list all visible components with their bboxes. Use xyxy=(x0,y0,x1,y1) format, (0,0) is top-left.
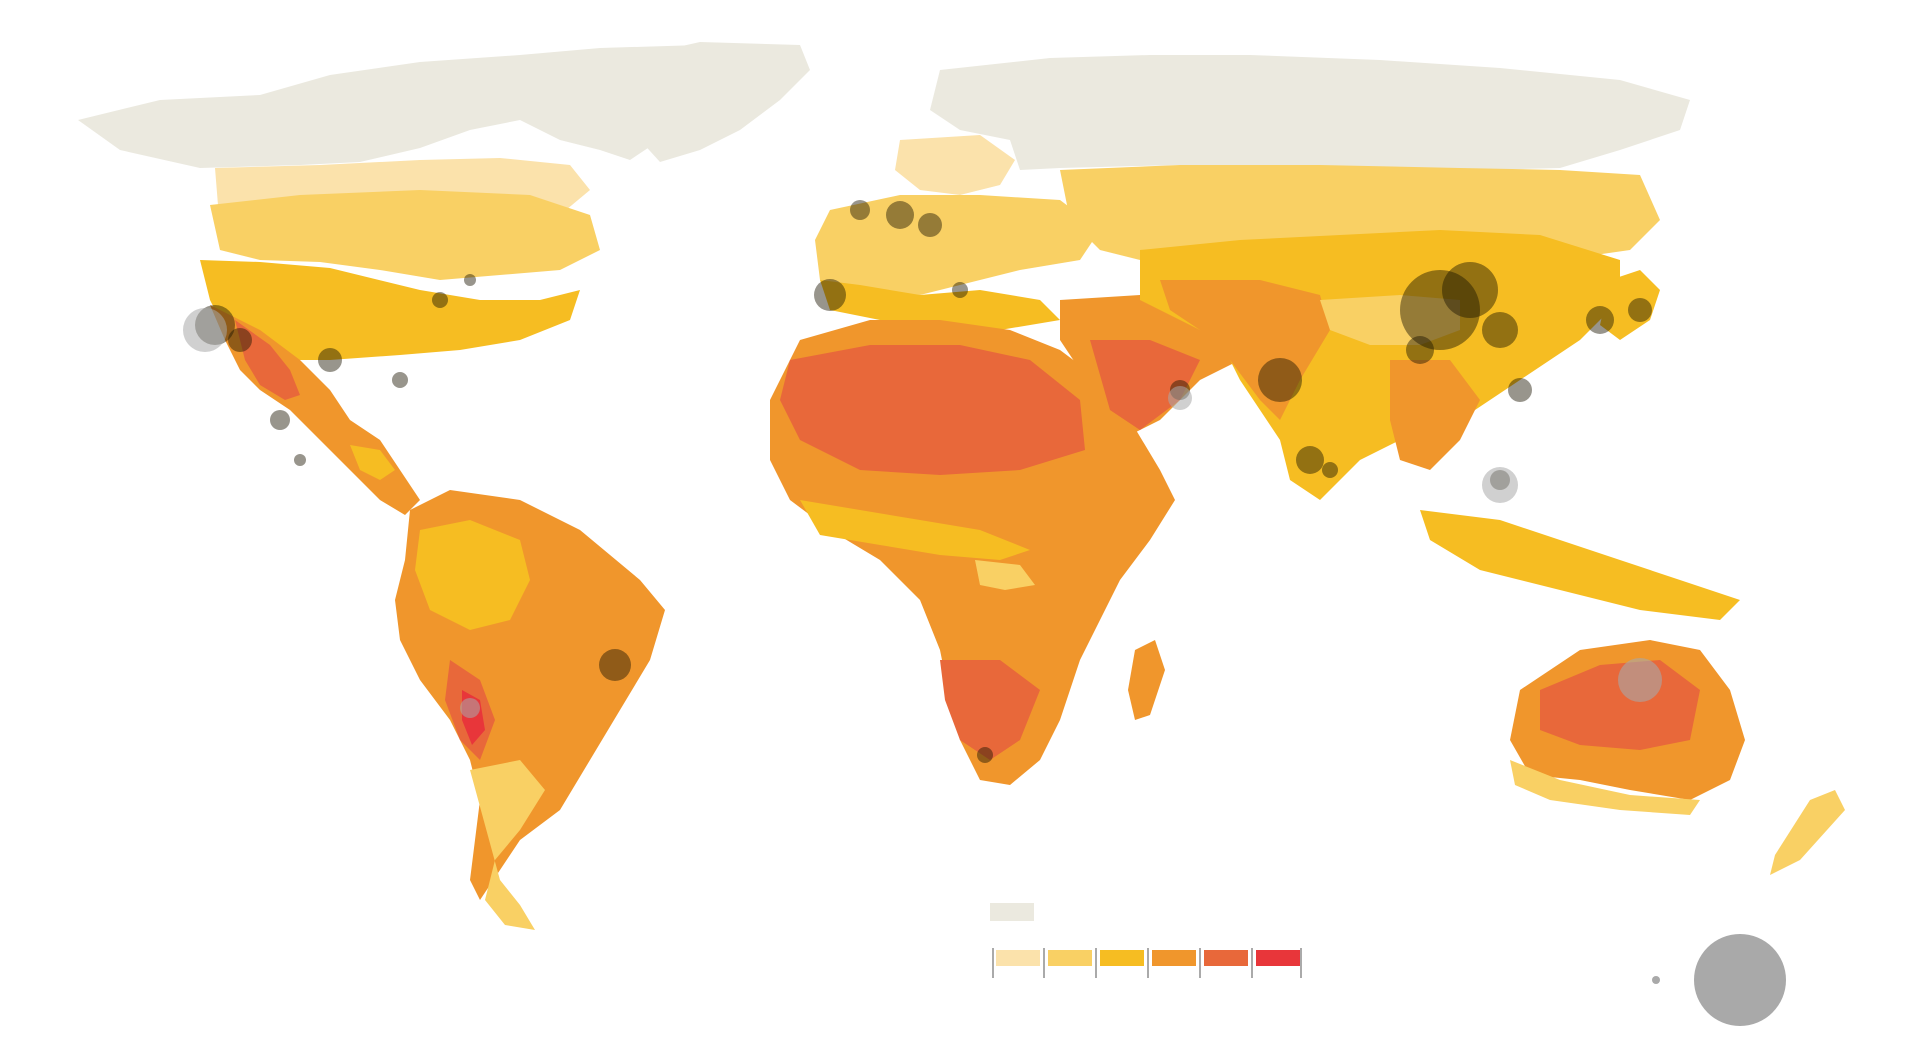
city-marker xyxy=(294,454,306,466)
japan xyxy=(1600,270,1660,340)
city-marker xyxy=(850,200,870,220)
arctic-north-america xyxy=(78,45,800,168)
city-marker xyxy=(1482,312,1518,348)
madagascar xyxy=(1128,640,1165,720)
legend-class-6 xyxy=(1256,950,1300,966)
legend-size xyxy=(1652,934,1786,1026)
city-marker xyxy=(1406,336,1434,364)
city-marker xyxy=(918,213,942,237)
city-marker xyxy=(886,201,914,229)
no-data-regions xyxy=(78,42,1690,170)
greenland xyxy=(620,42,810,162)
legend-class-1 xyxy=(996,950,1040,966)
city-marker xyxy=(599,649,631,681)
city-marker xyxy=(1296,446,1324,474)
city-marker xyxy=(1258,358,1302,402)
city-marker xyxy=(1508,378,1532,402)
arctic-eurasia xyxy=(930,55,1690,170)
europe xyxy=(815,135,1100,330)
north-america xyxy=(200,158,600,515)
city-marker xyxy=(1628,298,1652,322)
city-marker xyxy=(464,274,476,286)
south-america xyxy=(395,490,665,930)
legend-ticks xyxy=(992,948,1302,978)
city-marker xyxy=(318,348,342,372)
legend-class-5 xyxy=(1204,950,1248,966)
city-marker xyxy=(270,410,290,430)
gray-markers xyxy=(183,308,1518,718)
legend-class-4 xyxy=(1152,950,1196,966)
legend-color-scale xyxy=(992,948,1302,978)
city-marker xyxy=(1618,658,1662,702)
asia xyxy=(1060,165,1740,620)
city-marker xyxy=(952,282,968,298)
city-marker xyxy=(1322,462,1338,478)
city-marker xyxy=(432,292,448,308)
large-city-circle xyxy=(1694,934,1786,1026)
africa xyxy=(770,320,1175,785)
city-marker xyxy=(1442,262,1498,318)
city-marker xyxy=(392,372,408,388)
legend-class-2 xyxy=(1048,950,1092,966)
new-zealand xyxy=(1770,790,1845,875)
city-marker xyxy=(814,279,846,311)
city-marker xyxy=(1400,270,1480,350)
small-city-dot xyxy=(1652,976,1660,984)
city-marker xyxy=(977,747,993,763)
city-marker xyxy=(228,328,252,352)
city-marker xyxy=(1586,306,1614,334)
legend-class-3 xyxy=(1100,950,1144,966)
legend-no-data-swatch xyxy=(990,903,1034,921)
